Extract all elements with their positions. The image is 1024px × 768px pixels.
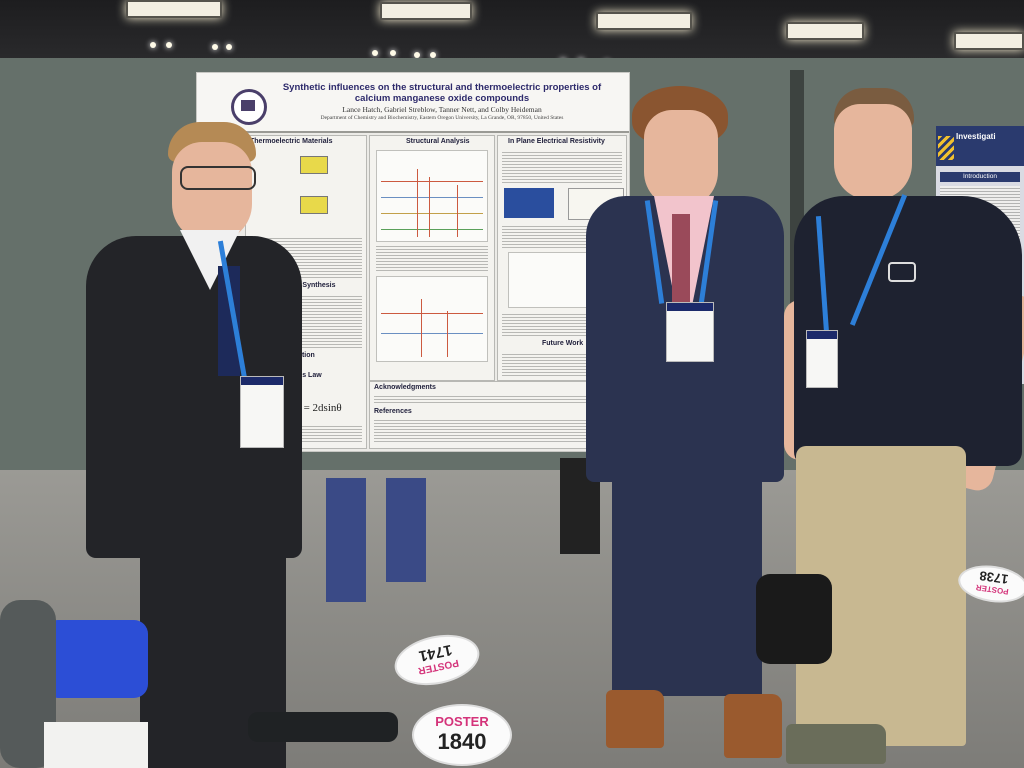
- sticker-label: POSTER: [435, 714, 489, 729]
- section-heading: Acknowledgments: [374, 384, 436, 391]
- section-heading: References: [374, 408, 412, 415]
- poster-tube: [248, 712, 398, 742]
- shoe: [606, 690, 664, 748]
- plot-trace: [381, 313, 483, 314]
- poster-department: Department of Chemistry and Biochemistry…: [320, 115, 564, 121]
- spotlight: [212, 44, 218, 50]
- background-person-legs: [386, 478, 426, 582]
- poster-title: Synthetic influences on the structural a…: [282, 82, 602, 104]
- ceiling-light: [596, 12, 692, 30]
- ceiling-light: [126, 0, 222, 18]
- section-heading: In Plane Electrical Resistivity: [508, 138, 605, 145]
- text-block: [374, 394, 622, 404]
- shirt-logo-icon: [888, 262, 916, 282]
- plot-peak: [421, 299, 422, 357]
- thermoelectric-diagram: [300, 156, 328, 174]
- spotlight: [372, 50, 378, 56]
- shoe: [724, 694, 782, 758]
- ceiling-light: [786, 22, 864, 40]
- university-logo-icon: [231, 89, 267, 125]
- tie: [218, 266, 240, 376]
- face: [834, 104, 912, 200]
- ceiling-light: [380, 2, 472, 20]
- plot-trace: [381, 197, 483, 198]
- stripe-logo-icon: [938, 136, 954, 160]
- black-bag: [756, 574, 832, 664]
- background-person-legs: [326, 478, 366, 602]
- xrd-plot: [376, 276, 488, 362]
- name-badge: [806, 330, 838, 388]
- spotlight: [150, 42, 156, 48]
- plot-trace: [381, 333, 483, 334]
- section-heading: Thermoelectric Materials: [250, 138, 333, 145]
- poster-authors: Lance Hatch, Gabriel Streblow, Tanner Ne…: [342, 105, 542, 114]
- spotlight: [390, 50, 396, 56]
- section-heading: Structural Analysis: [406, 138, 470, 145]
- name-badge: [666, 302, 714, 362]
- poster-bottom-panel: Acknowledgments References: [369, 381, 627, 449]
- plot-peak: [417, 169, 418, 237]
- shoe: [786, 724, 886, 764]
- spotlight: [226, 44, 232, 50]
- name-badge: [240, 376, 284, 448]
- plot-trace: [381, 213, 483, 214]
- adjacent-poster-title: Investigati: [956, 132, 996, 141]
- face: [172, 142, 252, 242]
- plot-peak: [429, 177, 430, 237]
- sticker-number: 1840: [437, 729, 487, 754]
- floor-paper: [44, 722, 148, 768]
- face: [644, 110, 718, 208]
- section-heading: SOL GEL Synthesis: [270, 282, 336, 289]
- spotlight: [414, 52, 420, 58]
- tie: [672, 214, 690, 310]
- blue-bag: [44, 620, 148, 698]
- glasses-icon: [180, 166, 256, 190]
- text-block: [374, 418, 622, 444]
- plot-peak: [447, 311, 448, 357]
- spotlight: [166, 42, 172, 48]
- poster-number-sticker: POSTER 1840: [412, 704, 512, 766]
- xrd-plot: [376, 150, 488, 242]
- adjacent-poster-intro: Introduction: [940, 172, 1020, 182]
- thermoelectric-diagram: [300, 196, 328, 214]
- adjacent-poster-header: Investigati: [936, 126, 1024, 166]
- poster-middle-column: Structural Analysis: [369, 135, 495, 381]
- plot-trace: [381, 229, 483, 230]
- sample-image: [504, 188, 554, 218]
- poster-header: Synthetic influences on the structural a…: [197, 73, 629, 133]
- bragg-equation: nλ = 2dsinθ: [290, 402, 342, 414]
- ceiling-light: [954, 32, 1024, 50]
- section-heading: Future Work: [542, 340, 584, 347]
- spotlight: [430, 52, 436, 58]
- text-block: [502, 150, 622, 184]
- text-block: [376, 244, 488, 272]
- plot-trace: [381, 181, 483, 182]
- trousers: [612, 470, 762, 696]
- plot-peak: [457, 185, 458, 237]
